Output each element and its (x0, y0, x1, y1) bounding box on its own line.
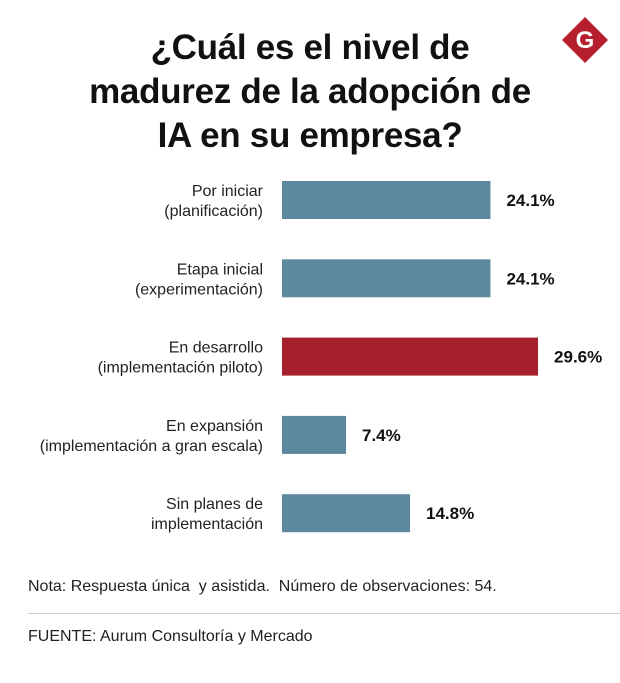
divider (28, 613, 620, 614)
value-label-2: 24.1% (506, 269, 554, 288)
logo-letter: G (576, 27, 595, 54)
category-label-2-line-1: Etapa inicial (177, 261, 263, 278)
value-label-5: 14.8% (426, 504, 474, 523)
bar-2 (282, 259, 491, 298)
chart-source: FUENTE: Aurum Consultoría y Mercado (28, 628, 313, 645)
bar-4 (282, 415, 347, 454)
value-label-3: 29.6% (554, 348, 602, 367)
title-line-1: ¿Cuál es el nivel de (150, 28, 470, 67)
title-line-3: IA en su empresa? (157, 116, 463, 155)
chart-note: Nota: Respuesta única y asistida. Número… (28, 578, 497, 595)
category-label-4-line-1: En expansión (166, 418, 263, 435)
bar-5 (282, 494, 411, 533)
category-label-3-line-2: (implementación piloto) (98, 360, 263, 377)
category-label-4-line-2: (implementación a gran escala) (40, 438, 263, 455)
value-label-1: 24.1% (506, 191, 554, 210)
bar-3 (282, 337, 539, 376)
category-label-5-line-1: Sin planes de (166, 496, 263, 513)
value-label-4: 7.4% (362, 426, 401, 445)
category-label-2-line-2: (experimentación) (135, 281, 263, 298)
category-label-1-line-2: (planificación) (164, 203, 263, 220)
category-label-1-line-1: Por iniciar (192, 183, 264, 200)
logo-diamond-shape (562, 17, 608, 63)
category-label-3-line-1: En desarrollo (169, 340, 263, 357)
bar-chart: Por iniciar (planificación) 24.1% Etapa ini… (40, 181, 602, 533)
category-label-5-line-2: implementación (151, 516, 263, 533)
chart-title: ¿Cuál es el nivel de madurez de la adopc… (40, 26, 580, 158)
title-line-2: madurez de la adopción de (89, 72, 531, 111)
bar-1 (282, 181, 491, 219)
g-logo-icon: G (562, 17, 608, 63)
